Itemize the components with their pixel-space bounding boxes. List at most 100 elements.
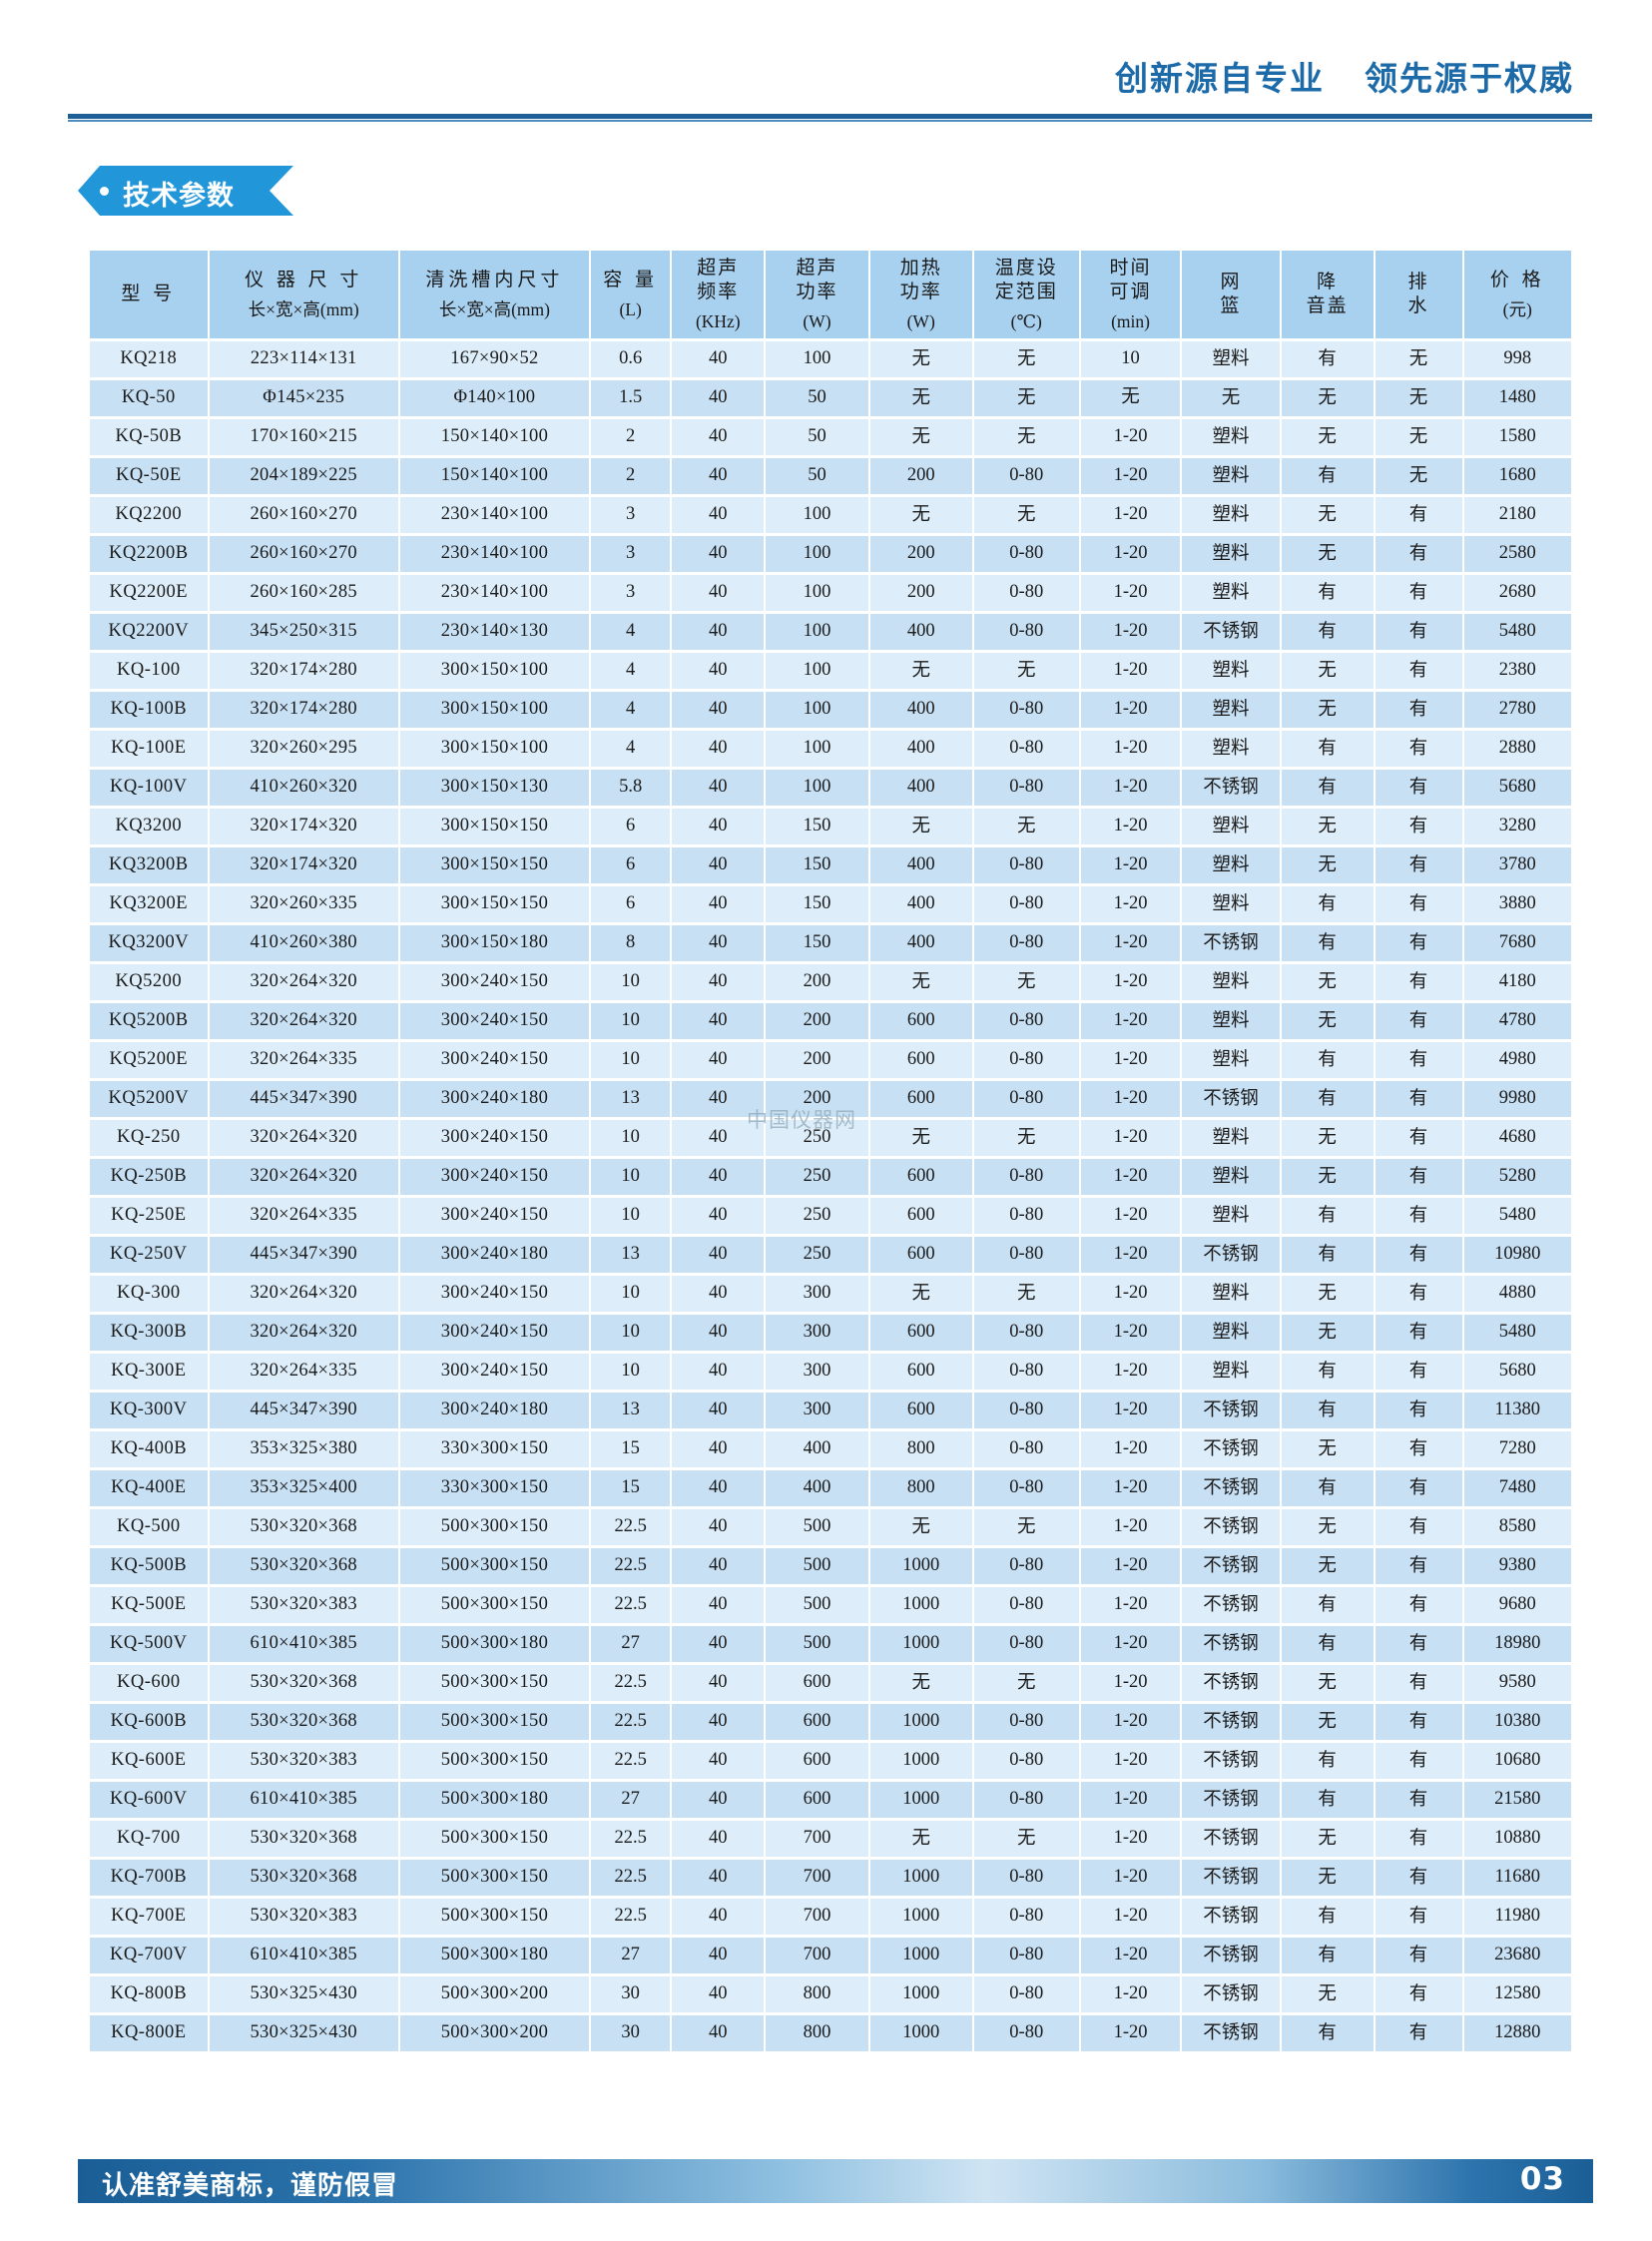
table-row: KQ-500E 530×320×383 500×300×150 22.5 40 500 10… [90, 1587, 1571, 1623]
cell-drain: 有 [1375, 1354, 1462, 1390]
table-row: KQ2200E 260×160×285 230×140×100 3 40 100 200 0-… [90, 575, 1571, 611]
cell-time: 1-20 [1080, 1081, 1181, 1117]
cell-vol: 4 [591, 731, 671, 767]
cell-freq: 40 [672, 1782, 765, 1818]
cell-vol: 13 [591, 1081, 671, 1117]
cell-dim2: 300×240×150 [399, 1003, 590, 1039]
cell-dim1: 530×320×368 [209, 1860, 398, 1896]
cell-temp: 无 [973, 1120, 1079, 1156]
cell-dim2: 500×300×150 [399, 1821, 590, 1857]
col-header-time: 时间 可调 (min) [1080, 251, 1181, 338]
cell-basket: 不锈钢 [1182, 1976, 1280, 2012]
cell-freq: 40 [672, 1509, 765, 1545]
cell-price: 12880 [1463, 2015, 1571, 2051]
cell-model: KQ2200B [90, 536, 208, 572]
cell-time: 1-20 [1080, 1860, 1181, 1896]
cell-basket: 不锈钢 [1182, 1665, 1280, 1701]
table-row: KQ-700 530×320×368 500×300×150 22.5 40 700 无无 1… [90, 1821, 1571, 1857]
cell-temp: 0-80 [973, 1354, 1079, 1390]
cell-temp: 无 [973, 1665, 1079, 1701]
cell-freq: 40 [672, 1665, 765, 1701]
cell-time: 1-20 [1080, 1976, 1181, 2012]
cell-temp: 0-80 [973, 1159, 1079, 1195]
cell-cover: 无 [1281, 419, 1374, 455]
cell-temp: 0-80 [973, 886, 1079, 922]
cell-hpow: 400 [869, 925, 972, 961]
cell-price: 5680 [1463, 1354, 1571, 1390]
cell-hpow: 600 [869, 1042, 972, 1078]
cell-vol: 15 [591, 1431, 671, 1467]
cell-upow: 100 [766, 770, 868, 806]
cell-vol: 0.6 [591, 341, 671, 377]
cell-time: 1-20 [1080, 1431, 1181, 1467]
cell-model: KQ3200V [90, 925, 208, 961]
cell-freq: 40 [672, 770, 765, 806]
table-row: KQ-300V 445×347×390 300×240×180 13 40 300 600 0… [90, 1393, 1571, 1428]
section-title-label: 技术参数 [123, 181, 235, 212]
cell-upow: 500 [766, 1587, 868, 1623]
cell-vol: 13 [591, 1237, 671, 1273]
cell-dim2: 300×240×180 [399, 1237, 590, 1273]
cell-price: 2780 [1463, 692, 1571, 728]
cell-model: KQ-300E [90, 1354, 208, 1390]
cell-cover: 有 [1281, 925, 1374, 961]
cell-dim1: 320×174×320 [209, 809, 398, 844]
cell-temp: 0-80 [973, 1315, 1079, 1351]
cell-time: 1-20 [1080, 575, 1181, 611]
cell-temp: 0-80 [973, 1626, 1079, 1662]
cell-temp: 无 [973, 341, 1079, 377]
cell-cover: 有 [1281, 1081, 1374, 1117]
cell-basket: 塑料 [1182, 1354, 1280, 1390]
cell-dim1: 530×320×368 [209, 1509, 398, 1545]
cell-dim1: 320×264×320 [209, 1003, 398, 1039]
cell-time: 1-20 [1080, 1782, 1181, 1818]
cell-freq: 40 [672, 1548, 765, 1584]
cell-hpow: 1000 [869, 1782, 972, 1818]
cell-vol: 10 [591, 1354, 671, 1390]
cell-dim1: 530×320×368 [209, 1821, 398, 1857]
cell-model: KQ5200V [90, 1081, 208, 1117]
cell-dim2: 300×150×150 [399, 809, 590, 844]
table-row: KQ-700B 530×320×368 500×300×150 22.5 40 700 10… [90, 1860, 1571, 1896]
cell-hpow: 1000 [869, 1860, 972, 1896]
cell-vol: 30 [591, 1976, 671, 2012]
cell-hpow: 600 [869, 1198, 972, 1234]
cell-time: 1-20 [1080, 1470, 1181, 1506]
cell-time: 1-20 [1080, 770, 1181, 806]
cell-temp: 无 [973, 1821, 1079, 1857]
cell-drain: 有 [1375, 1081, 1462, 1117]
cell-vol: 22.5 [591, 1704, 671, 1740]
cell-price: 21580 [1463, 1782, 1571, 1818]
cell-time: 1-20 [1080, 1743, 1181, 1779]
cell-drain: 有 [1375, 1276, 1462, 1312]
cell-dim1: 610×410×385 [209, 1938, 398, 1973]
col-header-unit: (min) [1111, 310, 1150, 331]
cell-dim2: 500×300×150 [399, 1548, 590, 1584]
col-header-cover: 降音盖 [1281, 251, 1374, 338]
cell-time: 1-20 [1080, 1354, 1181, 1390]
cell-price: 9980 [1463, 1081, 1571, 1117]
cell-drain: 有 [1375, 886, 1462, 922]
cell-price: 5680 [1463, 770, 1571, 806]
cell-model: KQ-250E [90, 1198, 208, 1234]
cell-temp: 0-80 [973, 1548, 1079, 1584]
cell-hpow: 600 [869, 1159, 972, 1195]
table-row: KQ-700V 610×410×385 500×300×180 27 40 700 1000… [90, 1938, 1571, 1973]
cell-time: 1-20 [1080, 1626, 1181, 1662]
cell-freq: 40 [672, 1470, 765, 1506]
col-header-unit: (W) [906, 310, 935, 331]
cell-hpow: 无 [869, 653, 972, 689]
cell-basket: 塑料 [1182, 1120, 1280, 1156]
col-header-line1: 时间 [1109, 258, 1152, 280]
cell-temp: 无 [973, 653, 1079, 689]
cell-dim1: Φ145×235 [209, 380, 398, 416]
cell-hpow: 1000 [869, 1899, 972, 1935]
col-header-line2: 功率 [796, 280, 838, 302]
cell-basket: 不锈钢 [1182, 1743, 1280, 1779]
cell-freq: 40 [672, 1276, 765, 1312]
cell-drain: 有 [1375, 1431, 1462, 1467]
cell-cover: 有 [1281, 1198, 1374, 1234]
cell-price: 9380 [1463, 1548, 1571, 1584]
cell-hpow: 无 [869, 1509, 972, 1545]
cell-drain: 有 [1375, 1938, 1462, 1973]
